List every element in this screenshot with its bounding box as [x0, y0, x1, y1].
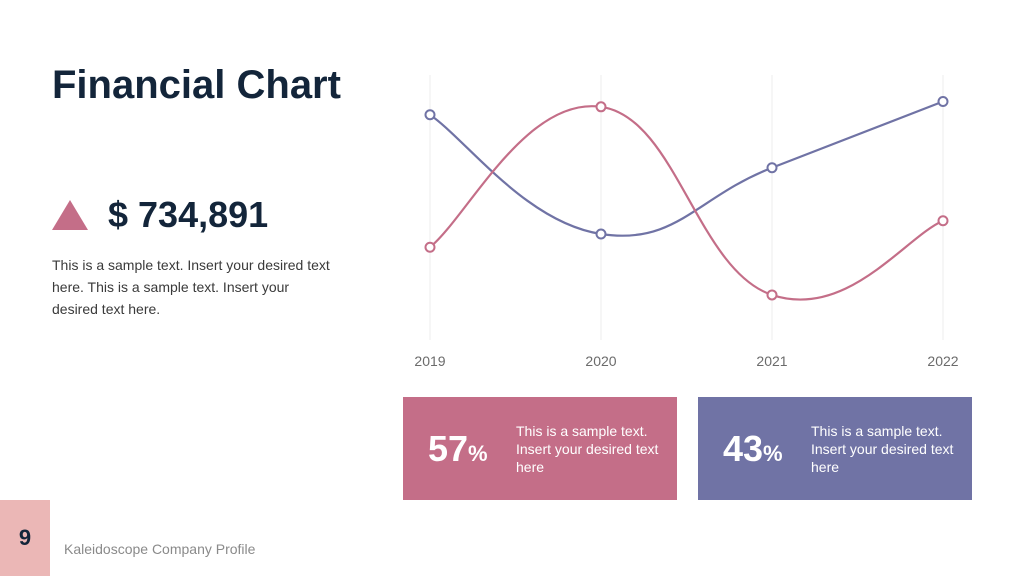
- stat-box-purple: 43% This is a sample text. Insert your d…: [698, 397, 972, 500]
- description-text: This is a sample text. Insert your desir…: [52, 257, 330, 317]
- stat-description: This is a sample text. Insert your desir…: [811, 422, 954, 475]
- up-triangle-icon: [52, 200, 88, 230]
- data-point-series-1: [766, 162, 778, 174]
- x-tick-label: 2021: [756, 353, 787, 369]
- page-title: Financial Chart: [52, 63, 341, 107]
- stat-value: 57: [428, 427, 469, 469]
- stat-box-pink: 57% This is a sample text. Insert your d…: [403, 397, 677, 500]
- line-chart: 2019 2020 2021 2022: [414, 75, 959, 369]
- data-point-series-1: [595, 228, 607, 240]
- percent-symbol: %: [468, 440, 488, 466]
- data-point-series-2: [937, 215, 949, 227]
- series-line-1: [429, 100, 944, 237]
- footer-text: Kaleidoscope Company Profile: [64, 541, 256, 557]
- x-tick-label: 2019: [414, 353, 445, 369]
- data-point-series-2: [595, 101, 607, 113]
- percent-symbol: %: [763, 440, 783, 466]
- stat-value: 43: [723, 427, 764, 469]
- stat-percentage: 43%: [723, 428, 811, 470]
- data-point-series-2: [766, 289, 778, 301]
- series-line-2: [429, 105, 944, 301]
- financial-amount: $ 734,891: [108, 194, 269, 235]
- data-point-series-2: [424, 241, 436, 253]
- stat-description: This is a sample text. Insert your desir…: [516, 422, 659, 475]
- stat-percentage: 57%: [428, 428, 516, 470]
- page-number: 9: [0, 500, 50, 576]
- x-tick-label: 2020: [585, 353, 616, 369]
- x-tick-label: 2022: [927, 353, 958, 369]
- data-point-series-1: [424, 109, 436, 121]
- data-point-series-1: [937, 96, 949, 107]
